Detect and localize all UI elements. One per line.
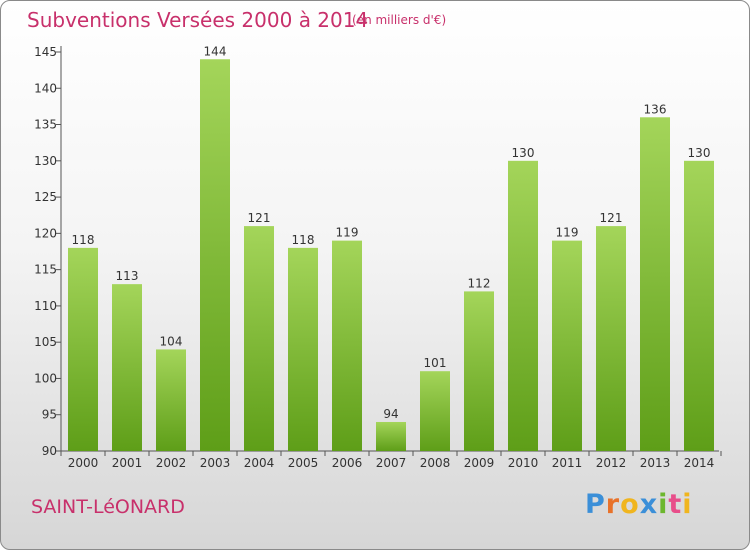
y-tick-label: 140 [34,81,57,95]
logo-letter: r [605,489,621,520]
y-tick-label: 130 [34,154,57,168]
commune-name: SAINT-LéONARD [31,496,185,518]
bar-value-label: 94 [383,407,398,421]
bar [68,247,98,451]
bars: 118 113 104 144 121 118 119 94 101 112 130 119 121 13… [68,44,714,452]
bar [376,421,406,451]
y-tick-label: 110 [34,299,57,313]
y-tick-label: 145 [34,45,57,59]
logo-letter: x [639,489,659,520]
y-tick-label: 100 [34,371,57,385]
x-tick-label: 2003 [200,456,231,470]
logo-letter: t [668,489,683,520]
y-tick-label: 105 [34,335,57,349]
bar [552,240,582,451]
bar [464,291,494,451]
x-tick-label: 2011 [552,456,583,470]
axes: 90 95 100 105 110 115 120 125 130 135 140 145 2000 20… [34,45,722,470]
bar [200,59,230,451]
x-tick-label: 2006 [332,456,363,470]
proxiti-logo: Proxiti [585,489,693,520]
logo-letter: i [682,489,693,520]
bar-value-label: 118 [72,233,95,247]
y-tick-label: 120 [34,226,57,240]
y-tick-label: 125 [34,190,57,204]
x-tick-label: 2008 [420,456,451,470]
x-tick-label: 2014 [684,456,715,470]
bar [596,226,626,451]
bar [288,247,318,451]
y-tick-label: 115 [34,263,57,277]
logo-letter: i [658,489,669,520]
bar-value-label: 101 [424,356,447,370]
chart-title: Subventions Versées 2000 à 2014 [27,8,369,32]
bar [508,160,538,451]
bar [684,160,714,451]
logo-letter: o [620,489,640,520]
bar-value-label: 104 [160,334,183,348]
bar [332,240,362,451]
bar-value-label: 130 [512,146,535,160]
bar [244,226,274,451]
x-tick-label: 2002 [156,456,187,470]
bar-value-label: 119 [556,226,579,240]
x-tick-label: 2009 [464,456,495,470]
x-tick-label: 2001 [112,456,143,470]
bar-value-label: 112 [468,276,491,290]
bar-value-label: 121 [600,211,623,225]
logo-letter: P [585,489,606,520]
y-tick-label: 95 [42,408,57,422]
bar-value-label: 136 [644,102,667,116]
x-tick-label: 2005 [288,456,319,470]
bar [420,371,450,451]
bar [640,117,670,452]
x-tick-label: 2012 [596,456,627,470]
y-tick-label: 90 [42,444,57,458]
bar [112,284,142,451]
bar-value-label: 130 [688,146,711,160]
bar-value-label: 119 [336,226,359,240]
x-tick-label: 2007 [376,456,407,470]
x-tick-label: 2004 [244,456,275,470]
x-tick-label: 2010 [508,456,539,470]
x-tick-label: 2000 [68,456,99,470]
x-tick-label: 2013 [640,456,671,470]
bar-value-label: 113 [116,269,139,283]
bar-value-label: 121 [248,211,271,225]
bar [156,349,186,451]
unit-note: (en milliers d'€) [352,13,447,27]
bar-value-label: 144 [204,44,227,58]
y-tick-label: 135 [34,118,57,132]
bar-value-label: 118 [292,233,315,247]
